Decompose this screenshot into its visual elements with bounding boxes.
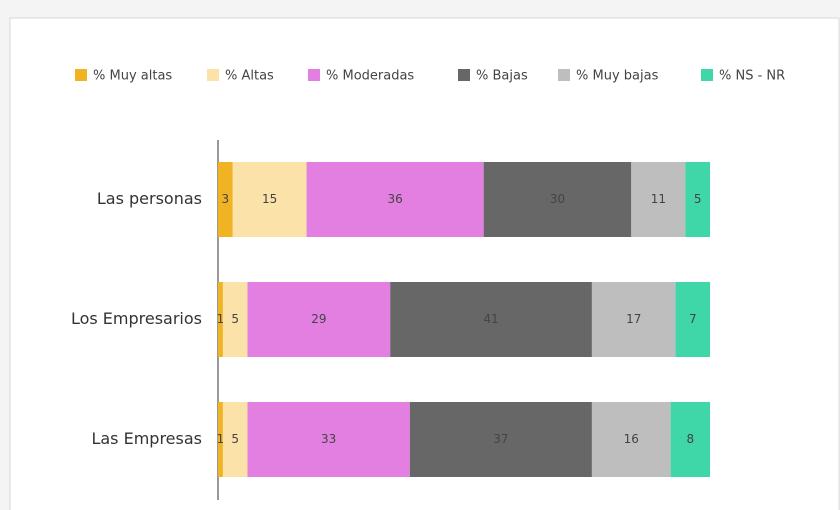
- category-label: Los Empresarios: [71, 309, 202, 328]
- bar-segment: [409, 402, 592, 477]
- data-label: 29: [311, 312, 326, 326]
- bar-segment: [306, 162, 484, 237]
- data-label: 7: [689, 312, 697, 326]
- bar-segment: [483, 162, 632, 237]
- legend-swatch: [558, 69, 570, 81]
- bar-segment: [685, 162, 710, 237]
- bar-segment: [247, 402, 410, 477]
- bar-segment: [631, 162, 686, 237]
- category-label: Las personas: [97, 189, 202, 208]
- bar-segment: [591, 282, 676, 357]
- bar-segment: [232, 162, 307, 237]
- data-label: 41: [483, 312, 498, 326]
- bar-segment: [218, 402, 223, 477]
- bar-segment: [675, 282, 710, 357]
- legend-swatch: [308, 69, 320, 81]
- data-label: 5: [694, 192, 702, 206]
- data-label: 16: [624, 432, 639, 446]
- legend-label: % Altas: [225, 69, 274, 84]
- data-label: 36: [387, 192, 402, 206]
- bar-segment: [591, 402, 671, 477]
- data-label: 30: [550, 192, 565, 206]
- data-label: 3: [222, 192, 230, 206]
- data-label: 11: [651, 192, 666, 206]
- legend-label: % NS - NR: [719, 69, 785, 84]
- legend-label: % Bajas: [476, 69, 528, 84]
- bar-segment: [670, 402, 710, 477]
- data-label: 8: [686, 432, 694, 446]
- bar-segment: [218, 162, 233, 237]
- legend-label: % Moderadas: [326, 69, 414, 84]
- legend-swatch: [458, 69, 470, 81]
- legend-swatch: [701, 69, 713, 81]
- data-label: 1: [217, 312, 225, 326]
- category-label: Las Empresas: [91, 429, 202, 448]
- data-label: 33: [321, 432, 336, 446]
- bar-segment: [222, 402, 248, 477]
- bar-segment: [247, 282, 391, 357]
- bar-segment: [218, 282, 223, 357]
- legend-swatch: [75, 69, 87, 81]
- bar-segment: [390, 282, 592, 357]
- bar-segment: [222, 282, 248, 357]
- data-label: 1: [217, 432, 225, 446]
- legend-label: % Muy bajas: [576, 69, 659, 84]
- data-label: 5: [231, 312, 239, 326]
- legend-label: % Muy altas: [93, 69, 172, 84]
- data-label: 37: [493, 432, 508, 446]
- legend-swatch: [207, 69, 219, 81]
- data-label: 17: [626, 312, 641, 326]
- data-label: 5: [231, 432, 239, 446]
- data-label: 15: [262, 192, 277, 206]
